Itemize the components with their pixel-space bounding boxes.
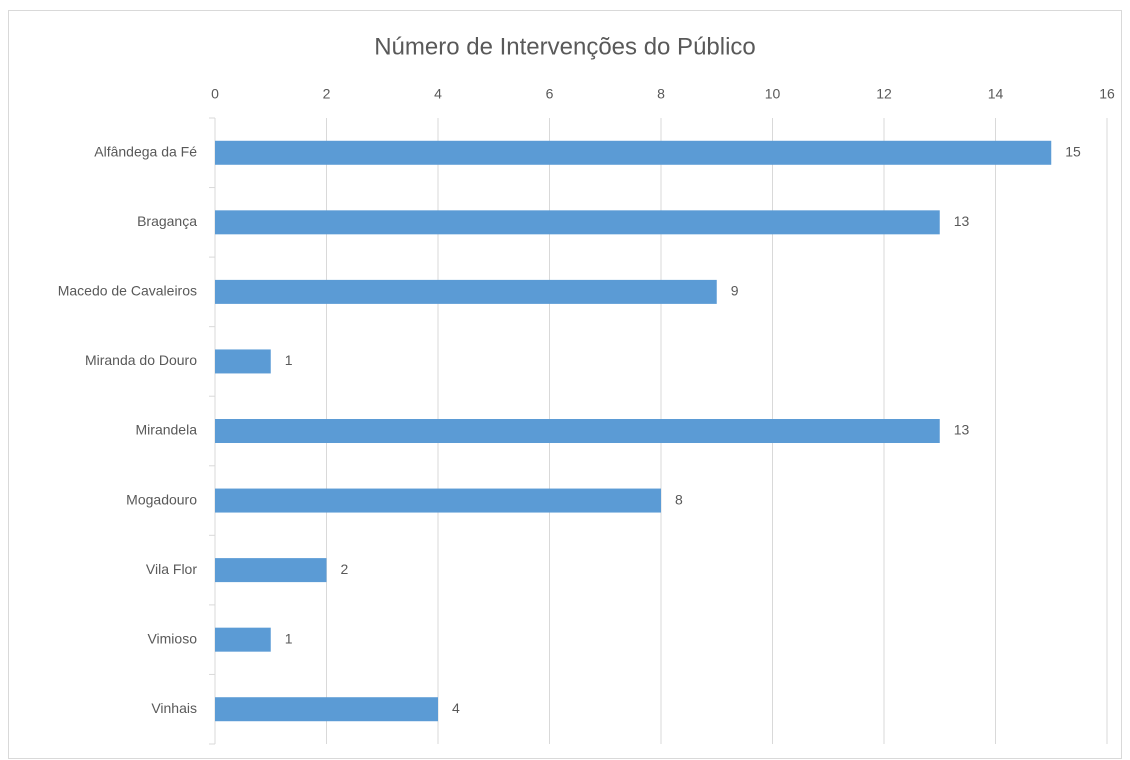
x-tick-label: 16 bbox=[1099, 86, 1115, 102]
x-tick-label: 12 bbox=[876, 86, 892, 102]
data-label: 9 bbox=[731, 283, 739, 299]
bar bbox=[215, 349, 271, 374]
data-label: 13 bbox=[954, 213, 970, 229]
y-tick-label: Vinhais bbox=[151, 700, 197, 716]
bar bbox=[215, 140, 1052, 165]
y-tick-label: Mogadouro bbox=[126, 491, 197, 507]
bar bbox=[215, 419, 940, 443]
y-tick-label: Bragança bbox=[137, 213, 197, 229]
data-label: 1 bbox=[285, 630, 293, 646]
bar bbox=[215, 279, 717, 304]
x-tick-label: 14 bbox=[988, 86, 1004, 102]
data-label: 1 bbox=[285, 352, 293, 368]
y-tick-label: Macedo de Cavaleiros bbox=[58, 283, 197, 299]
chart-border bbox=[8, 10, 1122, 759]
y-tick-label: Miranda do Douro bbox=[85, 352, 197, 368]
x-tick-label: 2 bbox=[323, 86, 331, 102]
x-tick-label: 4 bbox=[434, 86, 442, 102]
data-label: 4 bbox=[452, 700, 460, 716]
data-label: 13 bbox=[954, 422, 970, 438]
x-tick-label: 0 bbox=[211, 86, 219, 102]
x-tick-label: 6 bbox=[546, 86, 554, 102]
y-tick-label: Alfândega da Fé bbox=[94, 143, 197, 159]
bar bbox=[215, 210, 940, 235]
data-label: 2 bbox=[341, 561, 349, 577]
bar bbox=[215, 697, 438, 722]
bar bbox=[215, 558, 327, 583]
y-tick-label: Vila Flor bbox=[146, 561, 197, 577]
x-tick-label: 10 bbox=[765, 86, 781, 102]
bar bbox=[215, 627, 271, 652]
bar bbox=[215, 488, 661, 513]
data-label: 15 bbox=[1065, 143, 1081, 159]
data-label: 8 bbox=[675, 491, 683, 507]
y-tick-label: Vimioso bbox=[147, 630, 197, 646]
y-tick-label: Mirandela bbox=[136, 422, 198, 438]
x-tick-label: 8 bbox=[657, 86, 665, 102]
chart-title: Número de Intervenções do Público bbox=[374, 33, 756, 60]
